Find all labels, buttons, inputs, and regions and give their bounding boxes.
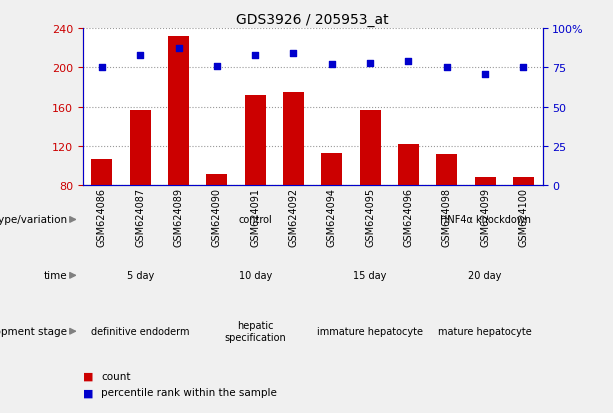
- Text: 15 day: 15 day: [354, 271, 387, 281]
- Bar: [245, 95, 265, 186]
- Bar: [513, 178, 534, 186]
- Title: GDS3926 / 205953_at: GDS3926 / 205953_at: [237, 12, 389, 26]
- Bar: [283, 93, 304, 186]
- Point: [173, 46, 183, 52]
- Text: ■: ■: [83, 387, 93, 397]
- Text: hepatic
specification: hepatic specification: [224, 320, 286, 342]
- Bar: [360, 110, 381, 186]
- Text: count: count: [101, 371, 131, 381]
- Text: 5 day: 5 day: [127, 271, 154, 281]
- Text: 10 day: 10 day: [238, 271, 272, 281]
- Bar: [436, 154, 457, 186]
- Point: [480, 71, 490, 78]
- Point: [519, 65, 528, 71]
- Point: [212, 63, 222, 70]
- Text: time: time: [44, 271, 67, 281]
- Bar: [130, 110, 151, 186]
- Point: [97, 65, 107, 71]
- Point: [442, 65, 452, 71]
- Bar: [321, 154, 342, 186]
- Bar: [474, 178, 495, 186]
- Text: mature hepatocyte: mature hepatocyte: [438, 326, 532, 337]
- Text: percentile rank within the sample: percentile rank within the sample: [101, 387, 277, 397]
- Point: [403, 59, 413, 65]
- Text: development stage: development stage: [0, 326, 67, 337]
- Bar: [91, 159, 112, 186]
- Bar: [168, 37, 189, 186]
- Point: [250, 52, 260, 59]
- Bar: [207, 174, 227, 186]
- Point: [365, 60, 375, 67]
- Point: [289, 51, 299, 57]
- Bar: [398, 145, 419, 186]
- Text: HNF4α knockdown: HNF4α knockdown: [440, 215, 530, 225]
- Text: definitive endoderm: definitive endoderm: [91, 326, 189, 337]
- Text: control: control: [238, 215, 272, 225]
- Point: [135, 52, 145, 59]
- Text: genotype/variation: genotype/variation: [0, 215, 67, 225]
- Text: 20 day: 20 day: [468, 271, 501, 281]
- Text: immature hepatocyte: immature hepatocyte: [317, 326, 423, 337]
- Point: [327, 62, 337, 68]
- Text: ■: ■: [83, 371, 93, 381]
